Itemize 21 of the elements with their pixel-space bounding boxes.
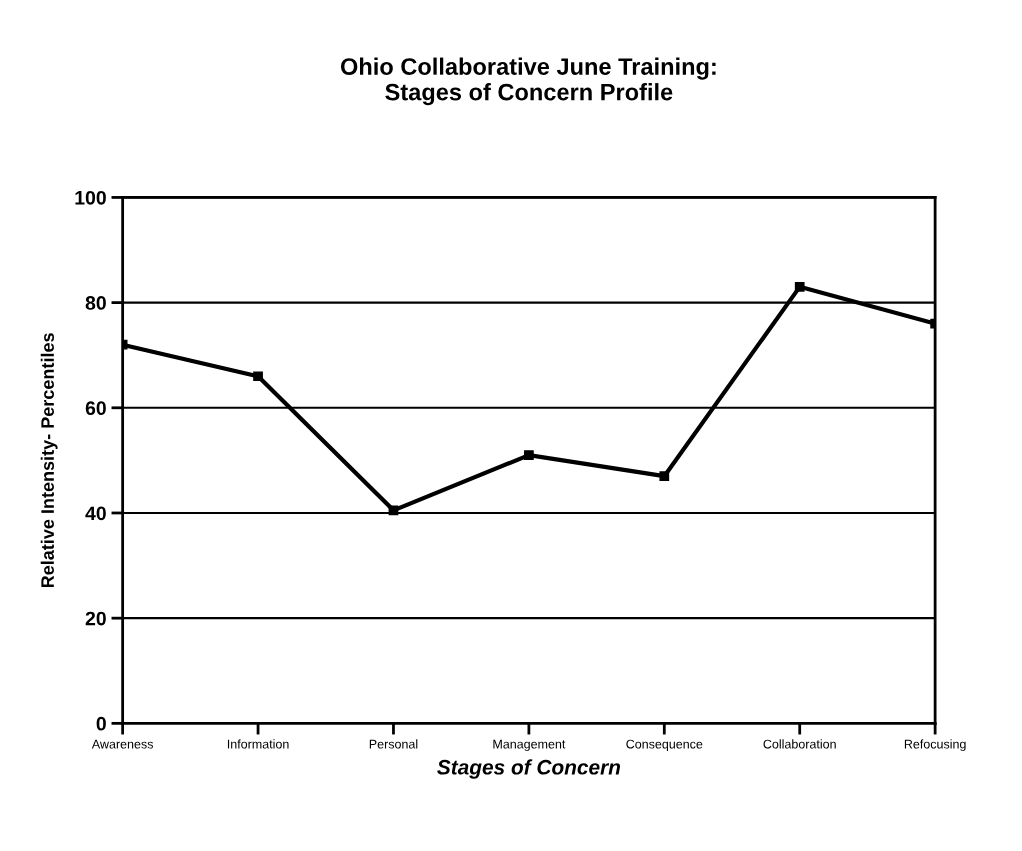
- point: [794, 281, 805, 292]
- x-tick-label: Awareness: [91, 739, 153, 749]
- chart-title: Ohio Collaborative June Training: Stages of Concern Profile: [340, 57, 716, 106]
- y-tick-label: 60: [85, 401, 106, 416]
- x-tick-label: Consequence: [626, 739, 703, 751]
- y-tick-label: 40: [85, 506, 106, 521]
- x-tick-label: Refocusing: [904, 739, 966, 751]
- x-tick-label: Information: [227, 739, 289, 749]
- x-axis-title: Stages of Concern: [437, 759, 621, 779]
- y-axis-title: Relative Intensity- Percentiles: [40, 333, 58, 588]
- x-tick-label: Management: [493, 739, 566, 751]
- point: [253, 371, 263, 382]
- y-tick-label: 20: [85, 611, 106, 626]
- y-tick-label: 100: [75, 190, 106, 205]
- x-tick-label: Personal: [369, 739, 418, 749]
- point: [388, 505, 399, 516]
- y-tick-label: 0: [96, 716, 106, 731]
- x-tick-label: Collaboration: [763, 739, 836, 749]
- y-tick-label: 80: [85, 296, 106, 310]
- point: [659, 471, 670, 482]
- point: [524, 450, 534, 460]
